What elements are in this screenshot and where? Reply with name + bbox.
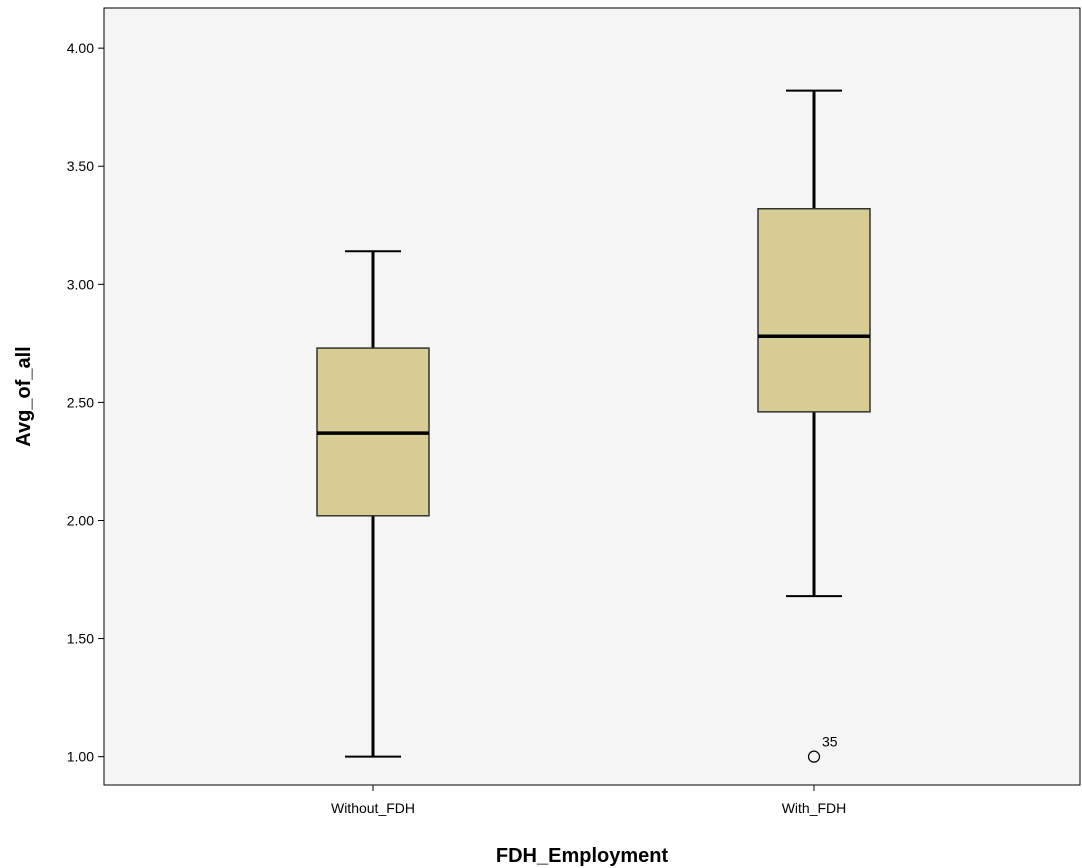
y-tick-label: 3.00 [67, 276, 94, 292]
y-tick-label: 1.00 [67, 749, 94, 765]
y-axis: 1.00 1.50 2.00 2.50 3.00 3.50 4.00 [67, 40, 104, 765]
x-axis: Without_FDH With_FDH [331, 785, 846, 816]
boxes-group: 35 [316, 89, 871, 763]
x-tick-label: With_FDH [782, 800, 847, 816]
x-tick-label: Without_FDH [331, 800, 415, 816]
y-tick-label: 2.00 [67, 512, 94, 528]
outlier-point [807, 750, 821, 763]
y-tick-label: 2.50 [67, 394, 94, 410]
x-axis-title: FDH_Employment [496, 845, 669, 867]
outlier-label: 35 [822, 734, 838, 750]
box-With_FDH: 35 [757, 89, 871, 763]
y-axis-title: Avg_of_all [13, 346, 35, 446]
plot-area [103, 7, 1081, 786]
box-Without_FDH [316, 250, 430, 758]
y-tick-label: 4.00 [67, 40, 94, 56]
iqr-box [757, 207, 871, 413]
y-tick-label: 3.50 [67, 158, 94, 174]
y-tick-label: 1.50 [67, 631, 94, 647]
